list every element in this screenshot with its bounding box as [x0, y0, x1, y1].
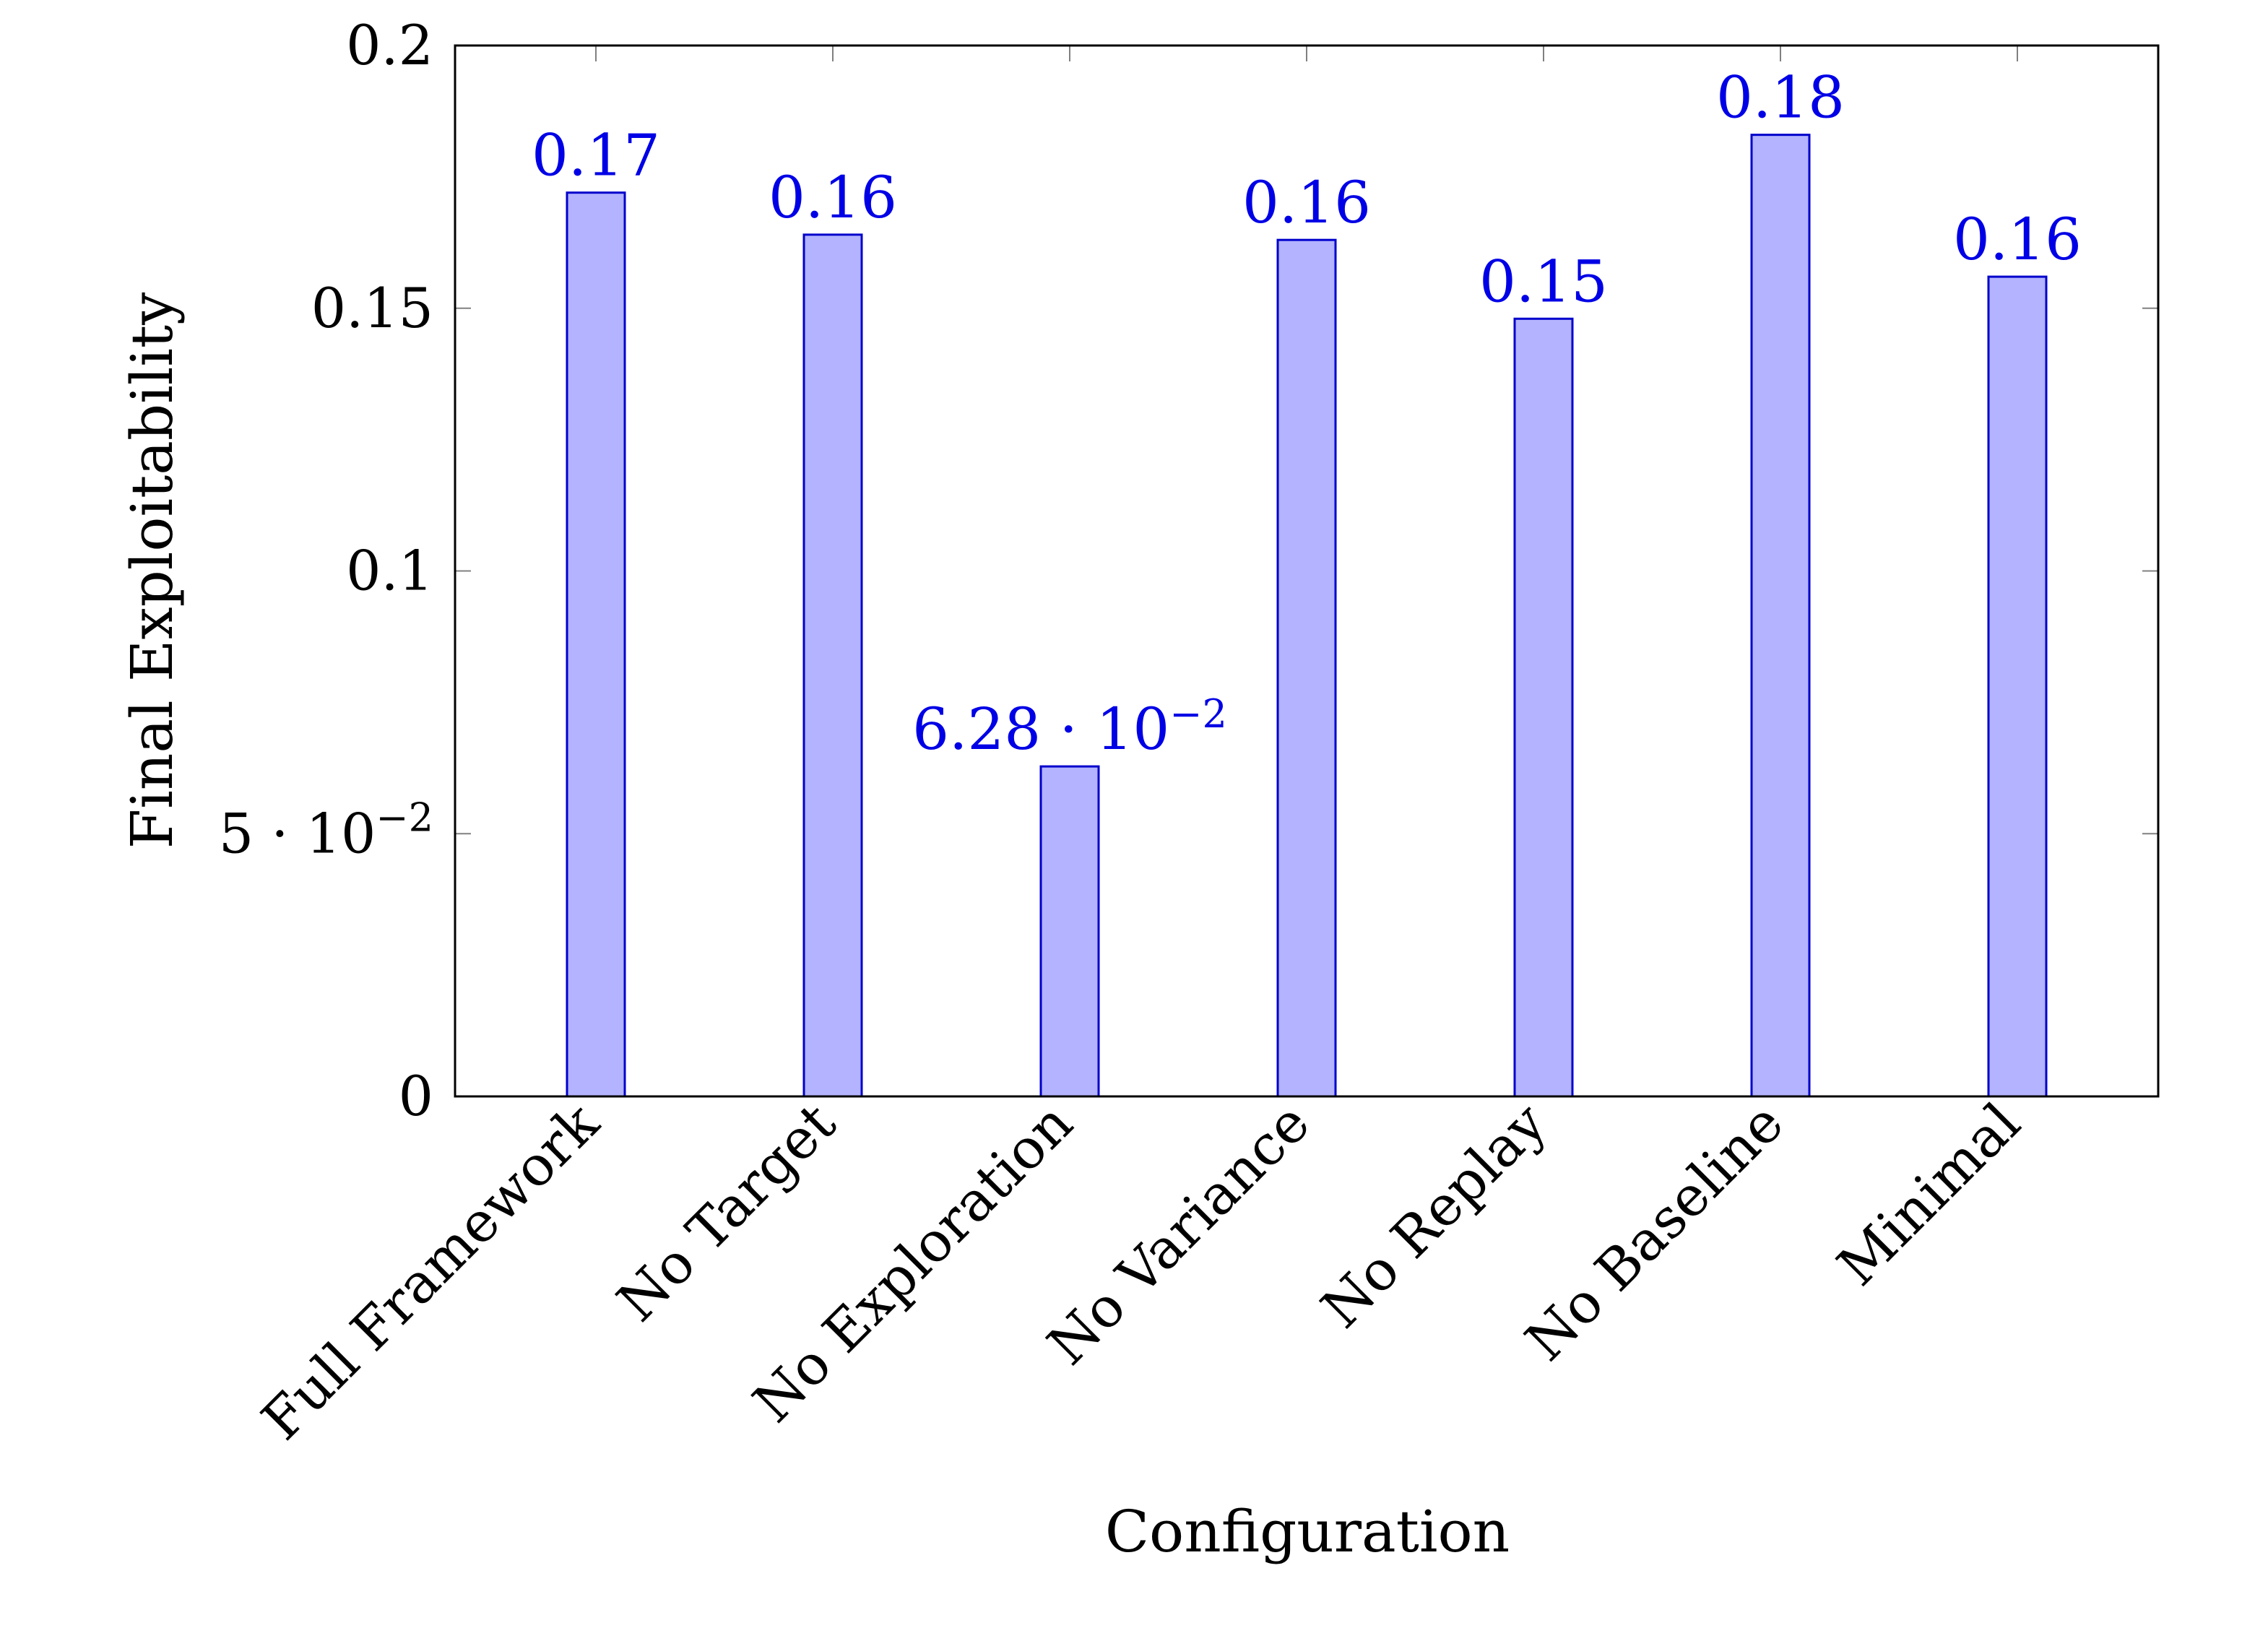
- y-tick-label: 0.2: [346, 13, 433, 77]
- y-tick-label: 0.15: [311, 276, 433, 340]
- data-labels: 0.17 0.16 6.28 · 10−2 0.16 0.15 0.18 0.16: [532, 64, 2082, 763]
- x-tick-label: No Replay: [1309, 1091, 1559, 1341]
- x-axis-label: Configuration: [1105, 1498, 1510, 1565]
- y-tick-label: 5 · 10−2: [219, 794, 433, 865]
- data-label: 0.16: [1953, 206, 2082, 273]
- plot-frame: [454, 44, 2160, 1098]
- data-label: 0.17: [532, 122, 660, 189]
- bar: [1276, 238, 1337, 1098]
- data-label: 0.16: [769, 164, 897, 231]
- bar: [1039, 765, 1100, 1098]
- y-tick-label: 0.1: [346, 539, 433, 603]
- x-tick-label: Minimal: [1825, 1091, 2033, 1298]
- data-label: 6.28 · 10−2: [912, 691, 1227, 763]
- bars: [566, 134, 2048, 1098]
- x-tick-label: Full Framework: [249, 1090, 611, 1452]
- y-tick-label: 0: [399, 1064, 433, 1128]
- bar: [566, 191, 626, 1098]
- y-axis-label: Final Exploitability: [118, 293, 186, 849]
- data-label: 0.15: [1479, 248, 1608, 315]
- bar: [1513, 317, 1574, 1098]
- bar: [1987, 275, 2048, 1098]
- data-label: 0.16: [1242, 169, 1371, 236]
- data-label: 0.18: [1716, 64, 1845, 131]
- y-tick-labels: 0 5 · 10−2 0.1 0.15 0.2: [219, 13, 433, 1128]
- bar: [1750, 134, 1811, 1098]
- x-tick-label: No Target: [605, 1091, 848, 1334]
- bar: [802, 233, 863, 1098]
